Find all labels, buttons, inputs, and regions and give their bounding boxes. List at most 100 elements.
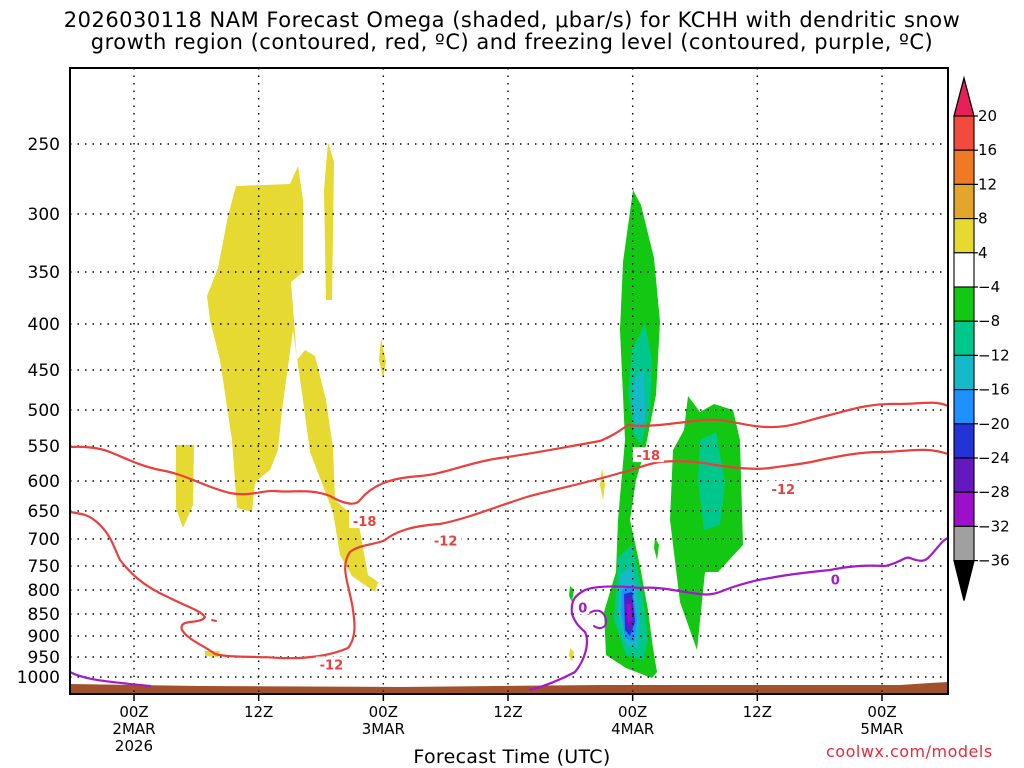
contour-label: 0 — [578, 601, 587, 616]
contour-label-bg — [576, 599, 590, 615]
y-tick-label: 850 — [28, 605, 60, 625]
y-tick-label: 500 — [28, 401, 60, 421]
x-tick-label: 00Z — [369, 703, 398, 721]
grid-lines — [70, 68, 948, 694]
colorbar-swatch — [953, 491, 975, 527]
x-tick-label: 00Z — [119, 703, 148, 721]
contour-label-bg — [767, 480, 799, 496]
y-tick-label: 950 — [28, 648, 60, 668]
omega-positive-plume-thin — [324, 142, 334, 300]
colorbar-label: −32 — [978, 517, 1010, 535]
colorbar-label: −16 — [978, 381, 1010, 399]
x-tick-label: 5MAR — [860, 720, 903, 738]
colorbar-label: 8 — [978, 210, 988, 228]
contour-minus12-dot — [211, 619, 217, 622]
contour-label: 0 — [831, 573, 840, 588]
x-tick-label: 12Z — [743, 703, 772, 721]
contour-label-bg — [430, 532, 462, 548]
contour-label-bg — [349, 513, 381, 529]
omega-minus12-core-upper — [632, 370, 645, 430]
x-tick-label: 2MAR — [112, 720, 155, 738]
contour-minus12 — [68, 448, 950, 660]
omega-positive-dot-a — [205, 651, 220, 657]
y-tick-label: 250 — [28, 135, 60, 155]
colorbar-label: −24 — [978, 449, 1010, 467]
contour-label-layer: -18 -12 -12 -18 -12 0 0 — [315, 447, 842, 674]
x-tick-label: 3MAR — [362, 720, 405, 738]
colorbar-swatch — [953, 525, 975, 562]
terrain-fill — [70, 682, 948, 694]
y-tick-label: 550 — [28, 437, 60, 457]
x-tick-label: 00Z — [618, 703, 647, 721]
y-tick-label: 900 — [28, 627, 60, 647]
omega-minus8-core-right — [698, 432, 725, 530]
colorbar-label: −12 — [978, 346, 1010, 364]
y-tick-label: 400 — [28, 315, 60, 335]
colorbar-label: 16 — [978, 141, 997, 159]
omega-positive-plume-main — [207, 166, 378, 592]
x-tick-label: 00Z — [867, 703, 896, 721]
colorbar-swatch — [953, 218, 975, 254]
y-tick-label: 650 — [28, 502, 60, 522]
colorbar-label: 20 — [978, 107, 997, 125]
colorbar-arrow-bottom — [953, 559, 975, 601]
plot-frame — [69, 67, 949, 695]
colorbar-label: −36 — [978, 552, 1010, 570]
colorbar-label: −28 — [978, 483, 1010, 501]
colorbar-swatch — [953, 320, 975, 356]
y-tick-label: 800 — [28, 581, 60, 601]
y-tick-label: 600 — [28, 472, 60, 492]
contour-label-bg — [315, 656, 347, 672]
contour-freezing-level — [68, 536, 950, 692]
contour-label: -12 — [320, 659, 344, 674]
x-axis-title: Forecast Time (UTC) — [413, 746, 611, 768]
omega-minus28-core — [626, 604, 632, 624]
colorbar-swatch — [953, 183, 975, 220]
y-axis: 2503003504004505005506006507007508008509… — [17, 135, 60, 688]
colorbar-swatch — [953, 286, 975, 322]
y-tick-label: 300 — [28, 205, 60, 225]
contour-label: -12 — [772, 483, 796, 498]
omega-negative-column-main — [604, 190, 660, 678]
omega-positive-dot-c — [600, 468, 605, 500]
colorbar-swatch — [953, 149, 975, 185]
colorbar-arrow-top — [953, 75, 975, 117]
x-tick-label: 4MAR — [611, 720, 654, 738]
contour-label: -18 — [637, 449, 661, 464]
colorbar-label: −20 — [978, 415, 1010, 433]
colorbar-swatch — [953, 457, 975, 493]
x-tick-label: 2026 — [115, 737, 153, 755]
chart-title-line-1: 2026030118 NAM Forecast Omega (shaded, μ… — [63, 8, 961, 32]
colorbar-label: −4 — [978, 278, 1000, 296]
colorbar-swatch — [953, 389, 975, 425]
omega-shading-layer — [176, 142, 743, 678]
contour-freezing-level-lobe — [587, 609, 608, 629]
omega-colorbar: 20 16 12 8 4 −4 −8 −12 −16 −20 −24 −28 −32 −36 — [953, 75, 1010, 601]
y-tick-label: 700 — [28, 530, 60, 550]
contour-label-bg — [632, 447, 664, 463]
contour-minus18 — [68, 401, 950, 505]
omega-positive-plume-small — [379, 338, 386, 378]
y-tick-label: 450 — [28, 361, 60, 381]
contour-layer — [68, 401, 950, 692]
contour-label: -12 — [434, 535, 458, 550]
y-tick-label: 1000 — [17, 668, 60, 688]
colorbar-swatch — [953, 354, 975, 391]
omega-positive-plume-left — [176, 445, 194, 528]
colorbar-label: −8 — [978, 312, 1000, 330]
contour-label: -18 — [353, 515, 377, 530]
y-tick-label: 350 — [28, 263, 60, 283]
colorbar-swatch — [953, 115, 975, 151]
x-tick-label: 12Z — [244, 703, 273, 721]
chart-title-line-2: growth region (contoured, red, ºC) and f… — [90, 30, 934, 54]
colorbar-swatch — [953, 423, 975, 459]
contour-label-bg — [828, 571, 842, 587]
x-tick-label: 12Z — [493, 703, 522, 721]
colorbar-swatch — [953, 252, 975, 288]
colorbar-label: 12 — [978, 175, 997, 193]
site-credit: coolwx.com/models — [826, 742, 993, 761]
y-tick-label: 750 — [28, 557, 60, 577]
omega-negative-dot — [654, 538, 659, 560]
